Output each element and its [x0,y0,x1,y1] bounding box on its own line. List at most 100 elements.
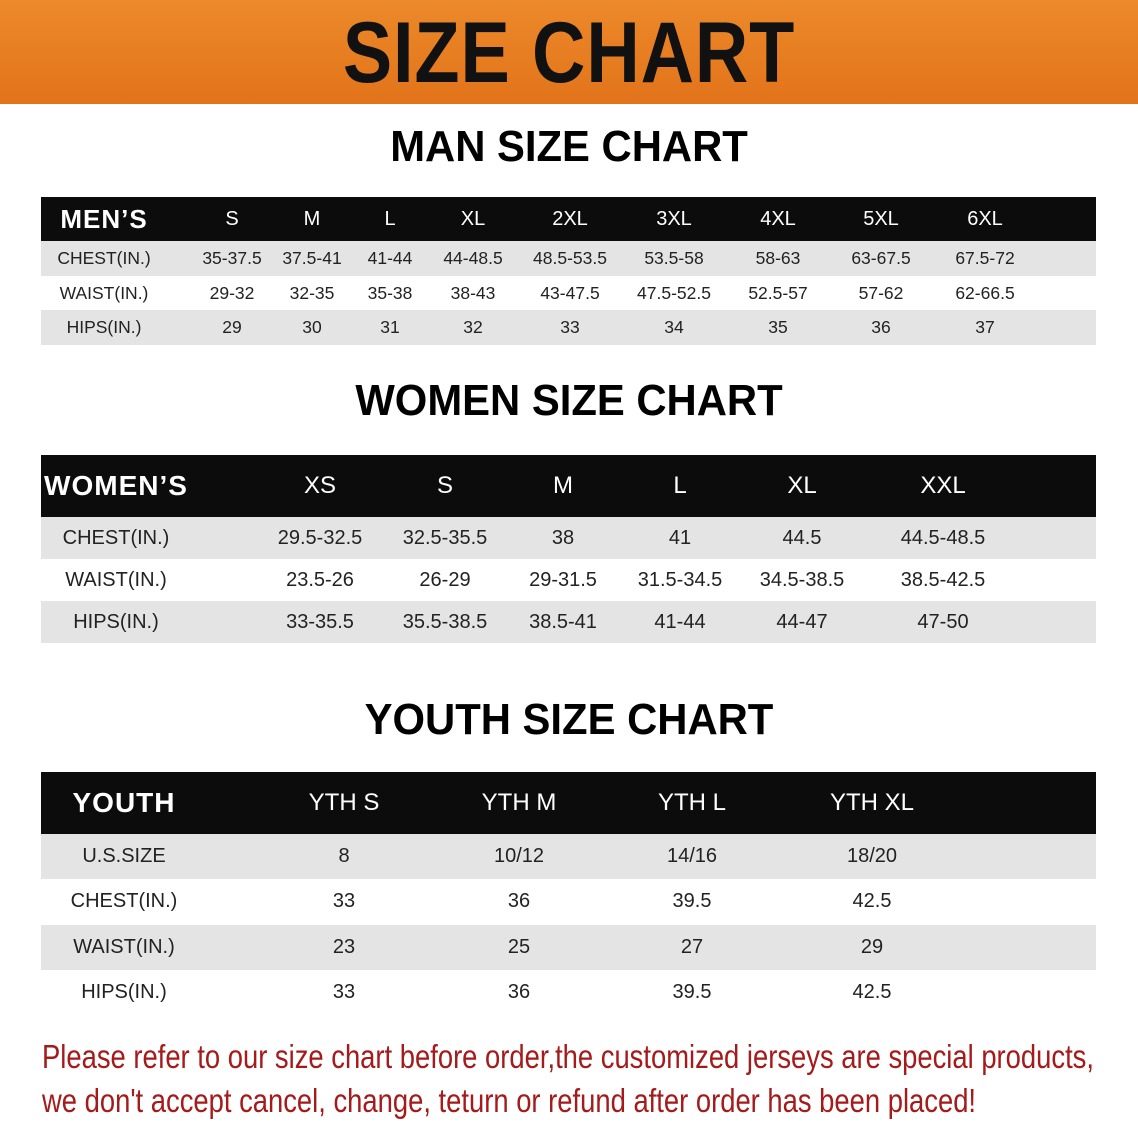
size-header-cell: YTH XL [829,789,915,816]
table-cell: 36 [507,981,531,1004]
table-cell: 29-32 [209,282,255,303]
table-cell: 38-43 [450,282,496,303]
measurement-label: HIPS(IN.) [66,317,142,338]
table-cell: 39.5 [672,890,712,913]
table-cell: 44-48.5 [443,247,503,268]
size-header-cell: YTH S [308,789,380,816]
banner: SIZE CHART [0,0,1138,104]
measurement-label: CHEST(IN.) [70,890,178,913]
table-cell: 44.5 [782,526,822,549]
table-cell: 58-63 [755,247,801,268]
table-cell: 47-50 [917,610,969,633]
size-header-cell: S [225,207,239,230]
table-cell: 32-35 [289,282,335,303]
size-header-cell: 6XL [967,207,1003,230]
table-row: WAIST(IN.) 23 25 27 29 [41,924,1096,970]
table-cell: 43-47.5 [540,282,600,303]
table-cell: 31.5-34.5 [637,568,723,591]
table-cell: 33 [332,890,356,913]
table-cell: 41-44 [367,247,413,268]
table-cell: 47.5-52.5 [637,282,711,303]
table-cell: 62-66.5 [955,282,1015,303]
size-header-cell: M [303,207,321,230]
table-row: HIPS(IN.) 33 36 39.5 42.5 [41,969,1096,1016]
table-cell: 35 [768,317,788,338]
size-header-cell: 5XL [863,207,899,230]
notice-line-2: we don't accept cancel, change, teturn o… [42,1082,977,1119]
table-cell: 34.5-38.5 [759,568,845,591]
size-header-cell: 3XL [656,207,692,230]
size-header-cell: S [436,472,454,499]
table-cell: 29.5-32.5 [277,526,363,549]
measurement-label: CHEST(IN.) [62,526,170,549]
table-title-cell: WOMEN’S [44,470,188,501]
table-cell: 53.5-58 [644,247,704,268]
table-row: U.S.SIZE 8 10/12 14/16 18/20 [41,834,1096,880]
table-cell: 29 [860,935,884,958]
table-cell: 23 [332,935,356,958]
table-row: WAIST(IN.) 23.5-26 26-29 29-31.5 31.5-34.5 34… [41,559,1096,601]
table-cell: 57-62 [858,282,904,303]
size-header-cell: XS [303,472,337,499]
size-header-cell: L [673,472,687,499]
table-title-cell: YOUTH [72,787,176,818]
table-row: HIPS(IN.) 29 30 31 32 33 34 35 36 37 [41,310,1096,346]
size-header-cell: XL [787,472,817,499]
table-cell: 30 [302,317,322,338]
size-header-cell: 4XL [760,207,796,230]
table-cell: 44-47 [776,610,828,633]
table-row: WAIST(IN.) 29-32 32-35 35-38 38-43 43-47.5 47.… [41,275,1096,311]
size-header-cell: YTH M [481,789,557,816]
table-cell: 35.5-38.5 [402,610,488,633]
size-header-cell: M [553,472,573,499]
notice-line-1: Please refer to our size chart before or… [42,1038,1094,1075]
table-cell: 26-29 [419,568,471,591]
measurement-label: U.S.SIZE [82,845,166,868]
table-cell: 8 [338,845,350,868]
table-cell: 23.5-26 [286,568,354,591]
table-cell: 10/12 [493,845,545,868]
measurement-label: HIPS(IN.) [73,610,159,633]
table-title-cell: MEN’S [60,203,148,234]
measurement-label: WAIST(IN.) [73,935,175,958]
table-cell: 35-38 [367,282,413,303]
table-cell: 36 [507,890,531,913]
table-cell: 32 [463,317,483,338]
table-cell: 38.5-42.5 [900,568,986,591]
table-cell: 32.5-35.5 [402,526,488,549]
table-row: CHEST(IN.) 29.5-32.5 32.5-35.5 38 41 44.5 44.5… [41,517,1096,559]
table-cell: 52.5-57 [748,282,808,303]
men-section-title: MAN SIZE CHART [390,122,748,171]
table-cell: 38 [551,526,575,549]
table-cell: 33 [332,981,356,1004]
table-cell: 33 [560,317,580,338]
table-cell: 44.5-48.5 [900,526,986,549]
size-header-cell: YTH L [657,789,727,816]
table-cell: 27 [680,935,704,958]
size-header-cell: L [384,207,396,230]
table-cell: 37.5-41 [282,247,342,268]
youth-section-title: YOUTH SIZE CHART [364,695,774,744]
table-cell: 63-67.5 [851,247,911,268]
table-cell: 37 [975,317,995,338]
table-cell: 67.5-72 [955,247,1015,268]
size-header-cell: XXL [920,472,966,499]
banner-title: SIZE CHART [342,5,796,101]
table-cell: 42.5 [852,890,892,913]
table-cell: 31 [380,317,400,338]
table-cell: 34 [664,317,684,338]
table-cell: 29-31.5 [529,568,597,591]
table-cell: 36 [871,317,891,338]
table-cell: 18/20 [846,845,898,868]
measurement-label: HIPS(IN.) [81,981,167,1004]
table-row: CHEST(IN.) 33 36 39.5 42.5 [41,879,1096,925]
table-cell: 41 [668,526,692,549]
table-header-row: MEN’S S M L XL 2XL 3XL 4XL 5XL 6XL [41,197,1096,241]
table-cell: 48.5-53.5 [533,247,607,268]
measurement-label: WAIST(IN.) [65,568,167,591]
table-cell: 25 [507,935,531,958]
table-cell: 29 [222,317,242,338]
table-cell: 35-37.5 [202,247,262,268]
table-cell: 39.5 [672,981,712,1004]
measurement-label: CHEST(IN.) [57,247,151,268]
